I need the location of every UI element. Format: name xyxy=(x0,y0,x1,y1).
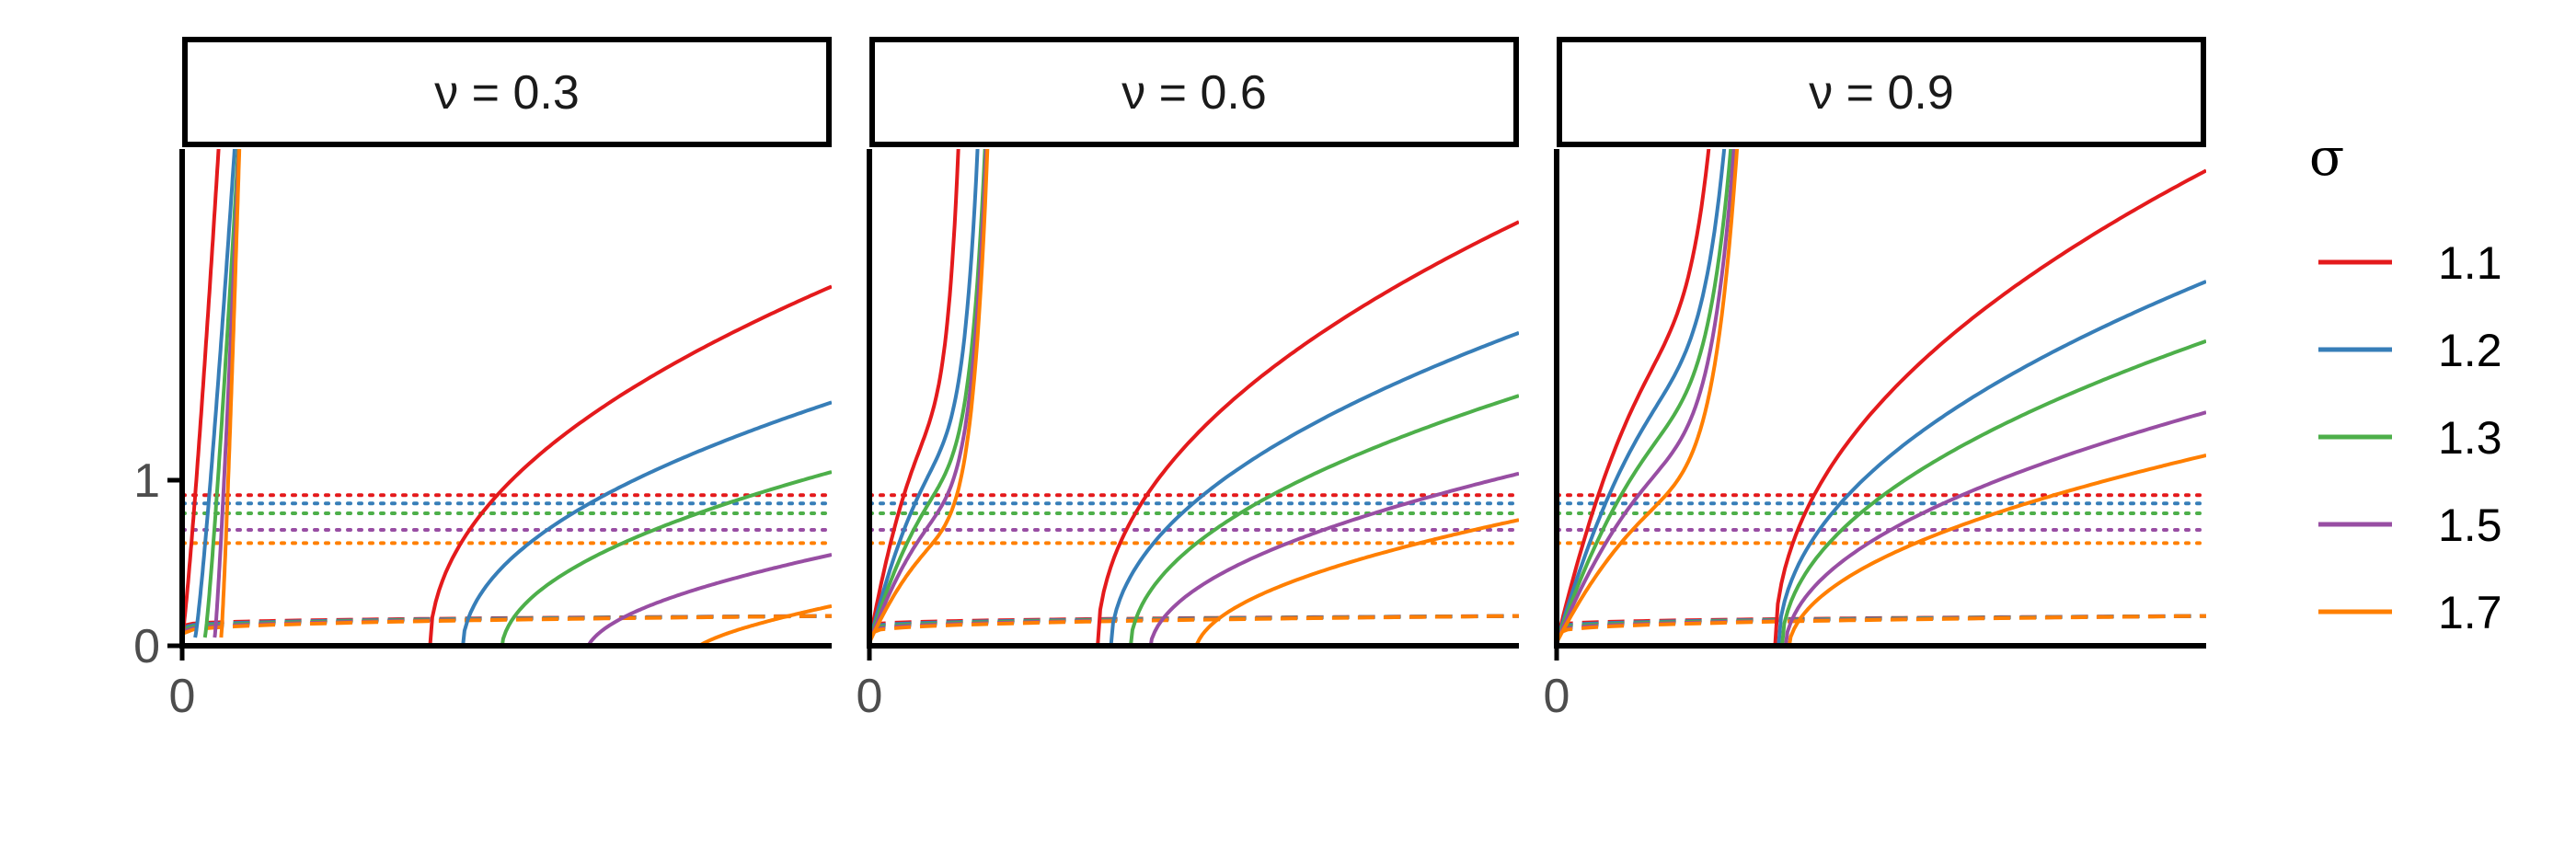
right-curve-1.5 xyxy=(1148,471,1519,646)
right-curve-1.7 xyxy=(1787,454,2206,646)
panels: ν = 0.3 0 ν = 0.6 0 ν = 0.9 0 xyxy=(169,37,2206,723)
dashed-line-1.7 xyxy=(1557,614,2206,636)
facet-strip xyxy=(1557,37,2206,147)
right-curve-1.1 xyxy=(428,284,832,646)
x-tick-label: 0 xyxy=(169,670,196,723)
left-curve-1.1 xyxy=(182,149,221,638)
left-curve-1.7 xyxy=(869,149,990,644)
series-lines xyxy=(869,149,1519,646)
x-tick-label: 0 xyxy=(1544,670,1570,723)
facet-strip xyxy=(869,37,1519,147)
x-tick-label: 0 xyxy=(857,670,883,723)
panel-2: ν = 0.6 0 xyxy=(857,37,1519,723)
right-curve-1.7 xyxy=(1194,518,1519,646)
right-curve-1.2 xyxy=(461,400,832,646)
panel-3: ν = 0.9 0 xyxy=(1544,37,2206,723)
right-curve-1.5 xyxy=(1783,410,2206,646)
legend-label-1.1: 1.1 xyxy=(2438,237,2502,289)
panel-1: ν = 0.3 0 xyxy=(169,37,832,723)
legend-label-1.2: 1.2 xyxy=(2438,325,2502,376)
left-curve-1.2 xyxy=(1557,149,1727,643)
facet-strip xyxy=(182,37,832,147)
series-lines xyxy=(1557,149,2206,646)
right-curve-1.2 xyxy=(1109,330,1519,646)
left-curve-1.1 xyxy=(1557,149,1711,643)
left-curve-1.7 xyxy=(219,149,242,638)
y-tick-label: 0 xyxy=(133,620,160,673)
legend: σ 1.1 1.2 1.3 1.5 1.7 xyxy=(2309,128,2502,638)
left-curve-1.2 xyxy=(193,149,236,638)
left-curve-1.3 xyxy=(1557,149,1733,644)
series-lines xyxy=(182,149,832,646)
facet-strip-label: ν = 0.6 xyxy=(1121,66,1267,120)
dashed-line-1.7 xyxy=(869,614,1519,636)
left-curve-1.3 xyxy=(202,149,240,638)
y-axis: 01 xyxy=(133,454,182,673)
y-tick-label: 1 xyxy=(133,454,160,508)
facet-strip-label: ν = 0.3 xyxy=(434,66,580,120)
left-curve-1.3 xyxy=(869,149,987,644)
left-curve-1.2 xyxy=(869,149,980,643)
right-curve-1.5 xyxy=(586,553,832,646)
left-curve-1.7 xyxy=(1557,149,1740,644)
right-curve-1.3 xyxy=(500,470,832,646)
legend-label-1.7: 1.7 xyxy=(2438,587,2502,638)
right-curve-1.3 xyxy=(1128,394,1519,646)
legend-label-1.3: 1.3 xyxy=(2438,412,2502,464)
right-curve-1.1 xyxy=(1096,220,1519,646)
legend-title: σ xyxy=(2309,128,2344,188)
left-curve-1.5 xyxy=(869,149,988,644)
dashed-line-1.7 xyxy=(182,614,832,636)
legend-label-1.5: 1.5 xyxy=(2438,500,2502,551)
left-curve-1.1 xyxy=(869,149,960,643)
right-curve-1.1 xyxy=(1773,168,2206,646)
right-curve-1.7 xyxy=(696,603,832,646)
right-curve-1.3 xyxy=(1780,339,2206,646)
left-curve-1.5 xyxy=(1557,149,1736,644)
facet-strip-label: ν = 0.9 xyxy=(1809,66,1954,120)
right-curve-1.2 xyxy=(1777,280,2206,646)
